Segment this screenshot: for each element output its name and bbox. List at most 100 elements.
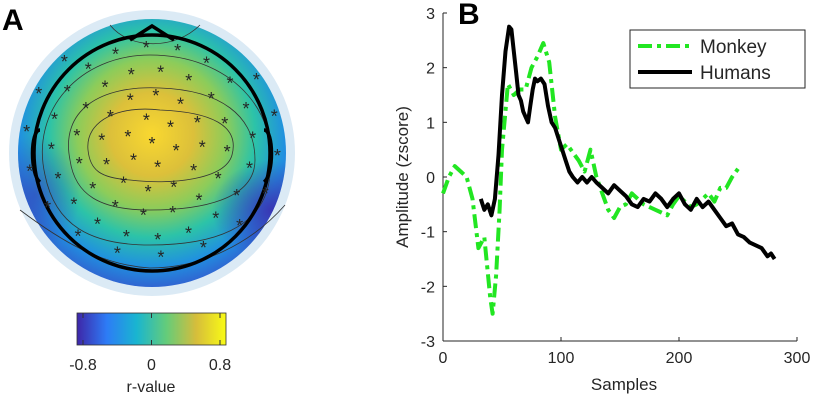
- electrode: *: [174, 41, 181, 61]
- electrode: *: [35, 84, 42, 104]
- head-outline: [30, 23, 274, 273]
- electrode: *: [177, 94, 184, 114]
- electrode: *: [169, 203, 176, 223]
- electrode: *: [64, 82, 71, 102]
- panel-label: A: [2, 4, 24, 37]
- electrode: *: [114, 244, 121, 264]
- electrode: *: [70, 195, 77, 215]
- electrode: *: [148, 134, 155, 154]
- y-tick-label: 2: [426, 61, 435, 78]
- y-tick-label: 0: [426, 170, 435, 187]
- electrode: *: [170, 177, 177, 197]
- electrodes: * ***** ********* * ************* * **********…: [23, 38, 281, 268]
- legend-label: Humans: [700, 63, 771, 84]
- electrode: *: [127, 91, 134, 111]
- electrode: *: [224, 142, 231, 162]
- electrode: *: [61, 52, 68, 72]
- electrode: *: [208, 89, 215, 109]
- electrode: *: [157, 248, 164, 268]
- electrode: *: [221, 114, 228, 134]
- panel-label: B: [458, 0, 480, 31]
- electrode: *: [242, 99, 249, 119]
- y-tick-label: -1: [421, 225, 435, 242]
- electrode: *: [140, 206, 147, 226]
- electrode: *: [203, 53, 210, 73]
- contours: [19, 24, 286, 269]
- y-axis-label: Amplitude (zscore): [393, 106, 412, 248]
- electrode: *: [215, 169, 222, 189]
- electrode: *: [128, 65, 135, 85]
- electrode: *: [194, 113, 201, 133]
- electrode: *: [195, 190, 202, 210]
- electrode: *: [143, 38, 150, 58]
- electrode: *: [124, 127, 131, 147]
- electrode: *: [107, 107, 114, 127]
- electrode: *: [48, 139, 55, 159]
- electrode: *: [154, 157, 161, 177]
- electrode: *: [112, 45, 119, 65]
- electrode: *: [44, 198, 51, 218]
- electrode: *: [167, 118, 174, 138]
- electrode: *: [85, 60, 92, 80]
- series-line: [441, 41, 740, 316]
- electrode: *: [274, 146, 281, 166]
- electrode: *: [249, 129, 256, 149]
- electrode: *: [130, 150, 137, 170]
- electrode: *: [253, 70, 260, 90]
- colorbar-tick-label: 0.8: [209, 357, 231, 374]
- colorbar-tick-label: 0: [147, 357, 156, 374]
- series-line: [478, 24, 777, 261]
- electrode: *: [103, 155, 110, 175]
- electrode: *: [94, 215, 101, 235]
- electrode: *: [145, 182, 152, 202]
- x-tick-label: 300: [784, 350, 811, 367]
- electrode: *: [76, 154, 83, 174]
- electrode: *: [73, 126, 80, 146]
- electrode: *: [23, 122, 30, 142]
- electrode: *: [82, 99, 89, 119]
- electrode: *: [233, 186, 240, 206]
- electrode: *: [55, 169, 62, 189]
- y-tick-label: 1: [426, 115, 435, 132]
- electrode: *: [212, 208, 219, 228]
- electrode: *: [199, 138, 206, 158]
- electrode: *: [152, 86, 159, 106]
- line-panel: B Samples Amplitude (zscore) 0 100 200 300 -…: [393, 0, 810, 394]
- electrode: *: [236, 216, 243, 236]
- topomap: * ***** ********* * ************* * **********…: [2, 4, 295, 396]
- y-tick-label: 3: [426, 6, 435, 23]
- legend-label: Monkey: [700, 37, 767, 58]
- colorbar-tick-label: -0.8: [69, 357, 97, 374]
- y-tick-label: -3: [421, 334, 435, 351]
- electrode: *: [120, 174, 127, 194]
- electrode: *: [123, 227, 130, 247]
- electrode: *: [246, 158, 253, 178]
- x-tick-label: 100: [548, 350, 575, 367]
- legend-box: [629, 29, 806, 89]
- electrode: *: [185, 71, 192, 91]
- electrode: *: [98, 130, 105, 150]
- electrode: *: [75, 226, 82, 246]
- electrode: *: [26, 162, 33, 182]
- electrode: *: [271, 106, 278, 126]
- electrode: *: [51, 110, 58, 130]
- x-tick-label: 0: [439, 350, 448, 367]
- electrode: *: [101, 78, 108, 98]
- electrode: *: [227, 73, 234, 93]
- electrode: *: [185, 223, 192, 243]
- electrode: *: [173, 141, 180, 161]
- electrode: *: [143, 111, 150, 131]
- electrode: *: [154, 230, 161, 250]
- map-region: [212, 160, 286, 260]
- y-tick-label: -2: [421, 279, 435, 296]
- colorbar-label: r-value: [127, 379, 176, 396]
- electrode: *: [157, 62, 164, 82]
- x-axis-label: Samples: [591, 375, 657, 394]
- electrode: *: [112, 197, 119, 217]
- electrode: *: [262, 184, 269, 204]
- x-tick-label: 200: [666, 350, 693, 367]
- electrode: *: [89, 179, 96, 199]
- electrode: *: [200, 238, 207, 258]
- electrode: *: [190, 161, 197, 181]
